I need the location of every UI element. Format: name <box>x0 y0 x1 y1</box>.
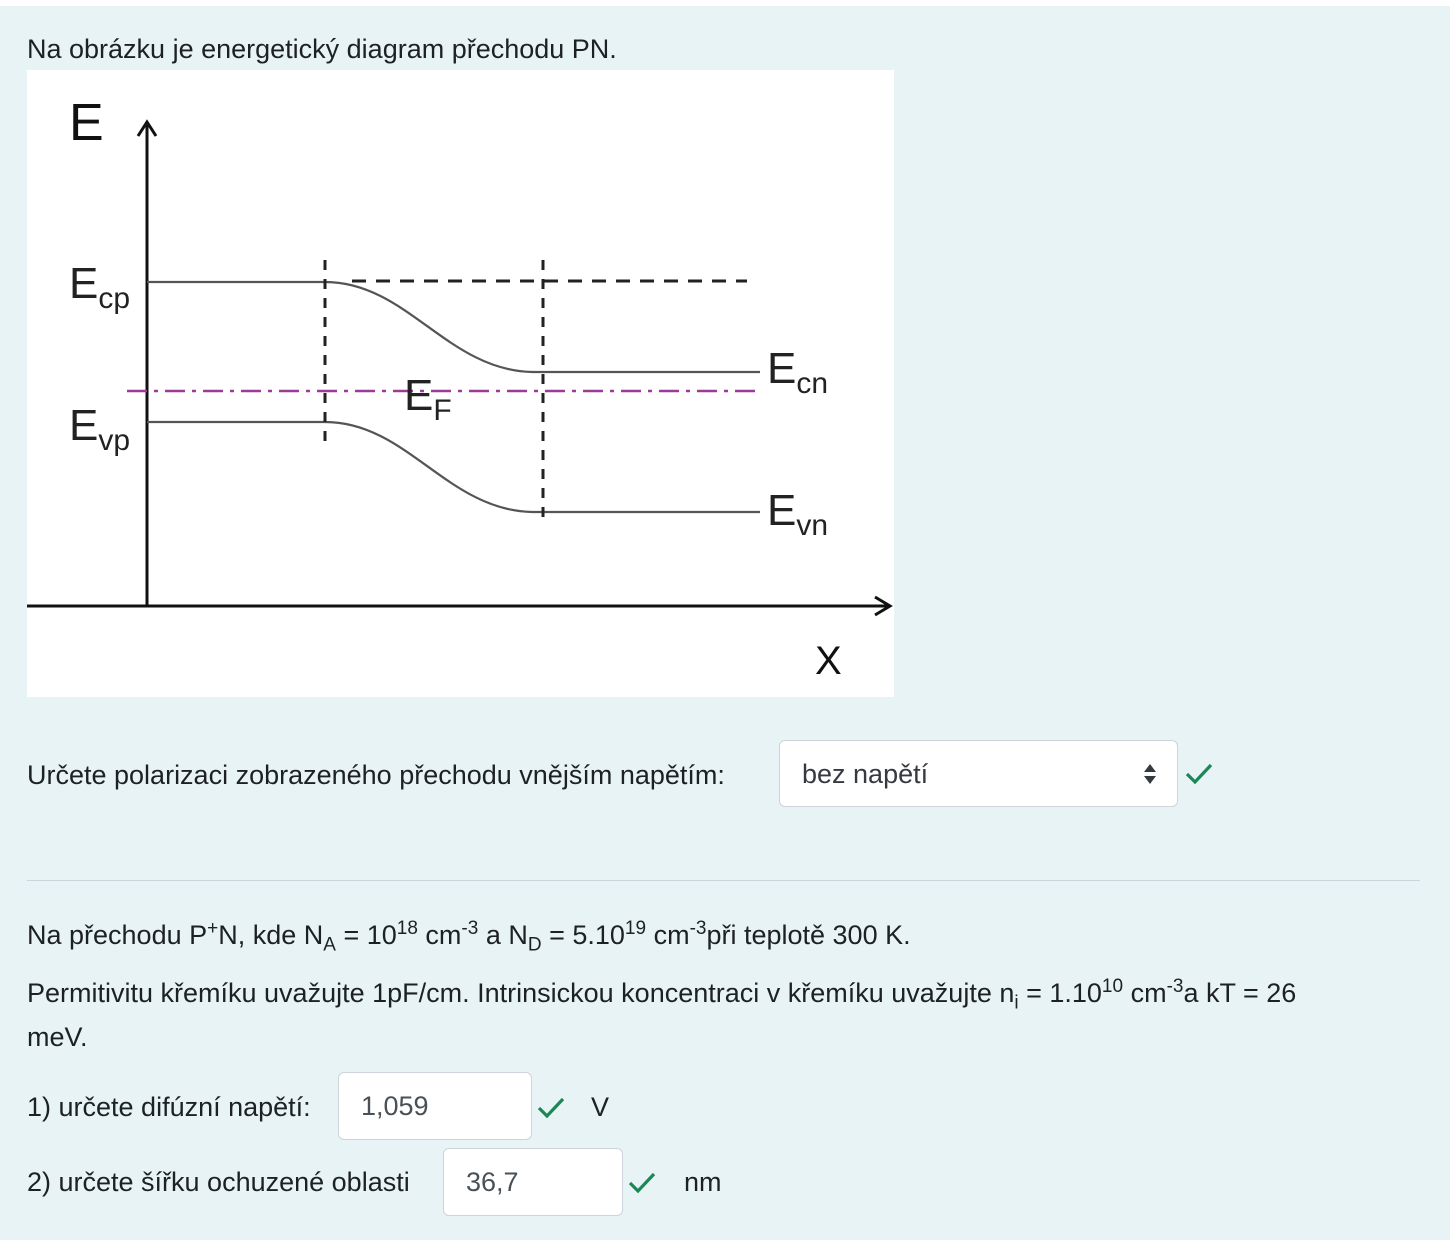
axis-label-x: X <box>815 639 842 683</box>
diagram-svg: E X Ecp Evp EF Ecn Evn <box>27 94 893 683</box>
part2-unit: nm <box>684 1167 722 1197</box>
check-icon <box>1185 763 1213 785</box>
label-ecp: Ecp <box>69 259 130 315</box>
conduction-band-line <box>147 280 760 374</box>
label-ecn: Ecn <box>767 344 828 400</box>
y-axis-arrow <box>136 119 158 137</box>
select-arrows-icon <box>1144 764 1156 784</box>
intro-text: Na obrázku je energetický diagram přecho… <box>27 34 617 64</box>
section-divider <box>27 880 1420 881</box>
valence-band-line <box>147 420 760 514</box>
label-evn: Evn <box>767 486 828 542</box>
x-axis-arrow <box>874 595 893 617</box>
check-icon <box>537 1097 565 1119</box>
energy-band-diagram: E X Ecp Evp EF Ecn Evn <box>27 70 894 697</box>
depletion-width-value: 36,7 <box>466 1167 519 1197</box>
polarization-question-label: Určete polarizaci zobrazeného přechodu v… <box>27 760 725 790</box>
part1-label: 1) určete difúzní napětí: <box>27 1092 311 1122</box>
polarization-select-value: bez napětí <box>802 759 929 789</box>
problem-statement-line2: Permitivitu křemíku uvažujte 1pF/cm. Int… <box>27 976 1297 1014</box>
label-evp: Evp <box>69 401 130 457</box>
problem-statement-line1: Na přechodu P+N, kde NA = 1018 cm-3 a ND… <box>27 918 911 956</box>
label-ef: EF <box>404 371 452 427</box>
polarization-select[interactable]: bez napětí <box>779 740 1178 807</box>
check-icon <box>628 1172 656 1194</box>
depletion-width-input[interactable]: 36,7 <box>443 1148 623 1216</box>
diffusion-voltage-input[interactable]: 1,059 <box>338 1072 532 1140</box>
problem-statement-line3: meV. <box>27 1022 88 1052</box>
diffusion-voltage-value: 1,059 <box>361 1091 429 1121</box>
part1-unit: V <box>591 1092 610 1122</box>
part2-label: 2) určete šířku ochuzené oblasti <box>27 1167 410 1197</box>
axis-label-e: E <box>69 94 104 152</box>
